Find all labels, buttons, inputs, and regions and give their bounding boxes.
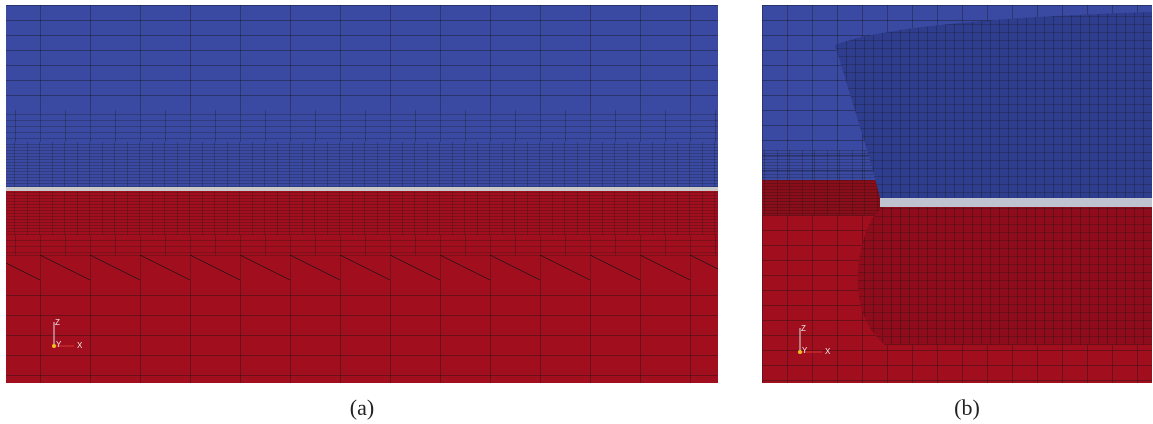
mesh xyxy=(762,150,882,180)
axis-label: X xyxy=(825,347,831,356)
axis-label: Z xyxy=(55,318,60,327)
axis-label: Y xyxy=(56,340,62,349)
caption: (a) xyxy=(350,395,374,420)
mesh xyxy=(6,142,718,188)
caption: (b) xyxy=(954,395,980,420)
mesh xyxy=(6,110,718,142)
interface xyxy=(6,187,718,191)
mesh xyxy=(835,12,1152,205)
mesh xyxy=(6,280,718,383)
interface xyxy=(880,198,1152,207)
mesh xyxy=(762,180,882,215)
mesh xyxy=(6,255,718,280)
mesh xyxy=(858,207,1152,345)
axis-label: Y xyxy=(802,346,808,355)
panel-b: Z Y X xyxy=(762,5,1152,383)
figure: Z Y X (a) Z Y X (b) xyxy=(0,0,1153,424)
axis-label: X xyxy=(77,341,83,350)
mesh xyxy=(6,5,718,110)
axis-label: Z xyxy=(801,324,806,333)
mesh xyxy=(6,191,718,235)
panel-a: Z Y X xyxy=(6,5,718,383)
mesh xyxy=(6,235,718,255)
